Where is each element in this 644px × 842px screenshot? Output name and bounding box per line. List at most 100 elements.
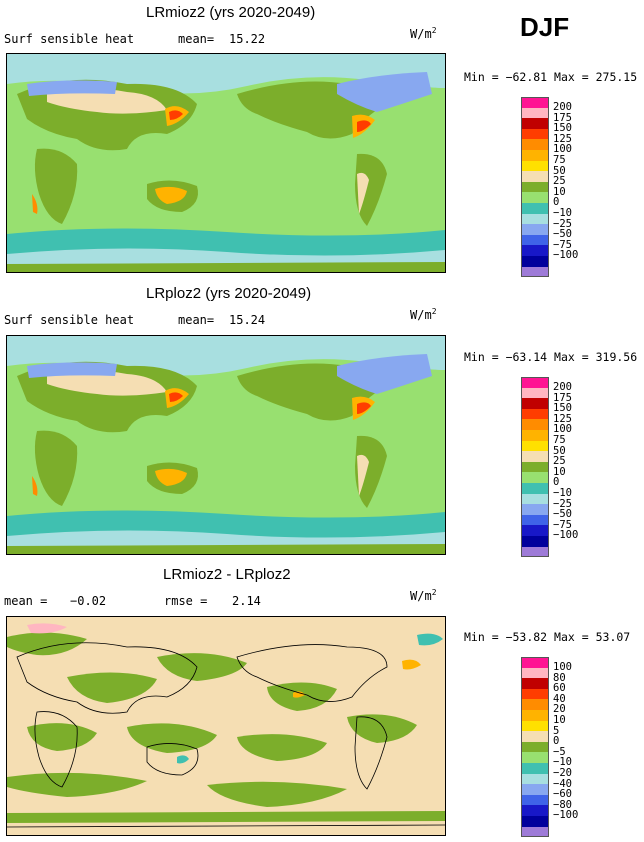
panel-2-min-max: Min = −63.14 Max = 319.56	[464, 350, 637, 364]
panel-3-title: LRmioz2 - LRploz2	[163, 566, 291, 583]
legend-swatch	[521, 709, 549, 721]
legend-tick-label: −50	[553, 508, 572, 521]
panel-3-max-label: Max =	[554, 630, 589, 644]
legend-swatch	[521, 224, 549, 235]
legend-tick-label: −80	[553, 798, 572, 811]
panel-1-min-max: Min = −62.81 Max = 275.15	[464, 70, 637, 84]
panel-1-max-value: 275.15	[595, 70, 638, 84]
panel-3-max-value: 53.07	[595, 630, 631, 644]
panel-2-map-graphic	[7, 336, 445, 554]
legend-tick-label: −75	[553, 238, 572, 251]
panel-1-min-label: Min =	[464, 70, 499, 84]
legend-tick-label: 175	[553, 391, 572, 404]
panel-2-legend-colorbar	[521, 377, 549, 558]
legend-tick-label: 200	[553, 381, 572, 393]
panel-1-min-value: −62.81	[505, 70, 548, 84]
legend-tick-label: −25	[553, 497, 572, 510]
panel-3-unit: W/m2	[410, 588, 437, 603]
legend-tick-label: −100	[553, 529, 579, 542]
legend-swatch	[521, 234, 549, 246]
legend-tick-label: −60	[553, 788, 572, 801]
legend-tick-label: 200	[553, 101, 572, 113]
panel-2-map	[6, 335, 446, 555]
legend-tick-label: −100	[553, 809, 579, 822]
legend-tick-label: 80	[553, 671, 566, 684]
legend-swatch	[521, 440, 549, 452]
legend-tick-label: 0	[553, 735, 560, 748]
panel-3-legend-labels: 100 80 60 40 20 10 5 0 −5 −10 −20 −40 −60 −80 −100	[553, 662, 578, 821]
panel-1-map	[6, 53, 446, 273]
panel-1-map-graphic	[7, 54, 445, 272]
legend-tick-label: −50	[553, 228, 572, 241]
panel-3-min-value: −53.82	[505, 630, 548, 644]
legend-swatch	[521, 171, 549, 182]
legend-swatch	[521, 160, 549, 172]
legend-tick-label: 75	[553, 433, 566, 446]
legend-tick-label: 25	[553, 175, 566, 188]
panel-1-legend-colorbar	[521, 97, 549, 278]
legend-tick-label: −100	[553, 249, 579, 262]
panel-1-mean-label: mean=	[178, 32, 215, 46]
panel-3-min-max: Min = −53.82 Max = 53.07	[464, 630, 630, 644]
legend-swatch	[521, 97, 549, 108]
legend-tick-label: 100	[553, 143, 572, 156]
legend-swatch	[521, 678, 549, 689]
panel-3-rmse-label: rmse =	[164, 594, 208, 608]
legend-tick-label: 10	[553, 713, 566, 726]
legend-tick-label: 0	[553, 476, 560, 489]
legend-swatch	[521, 815, 549, 827]
legend-swatch	[521, 504, 549, 515]
panel-2-mean-value: 15.24	[229, 313, 266, 327]
legend-swatch	[521, 461, 549, 473]
legend-tick-label: 20	[553, 703, 566, 716]
panel-3-map-graphic	[7, 617, 445, 835]
panel-3-mean-value: −0.02	[70, 594, 107, 608]
legend-swatch	[521, 826, 549, 838]
panel-1-title: LRmioz2 (yrs 2020-2049)	[146, 4, 316, 21]
legend-tick-label: 25	[553, 455, 566, 468]
legend-tick-label: −75	[553, 518, 572, 531]
legend-swatch	[521, 794, 549, 806]
legend-tick-label: 100	[553, 423, 572, 436]
legend-tick-label: −25	[553, 217, 572, 230]
panel-3-map	[6, 616, 446, 836]
legend-tick-label: −5	[553, 745, 566, 758]
legend-swatch	[521, 377, 549, 388]
legend-swatch	[521, 419, 549, 430]
panel-3-mean-label: mean =	[4, 594, 48, 608]
legend-swatch	[521, 149, 549, 161]
legend-swatch	[521, 118, 549, 129]
panel-2-max-label: Max =	[554, 350, 589, 364]
legend-tick-label: −10	[553, 486, 572, 499]
legend-tick-label: 60	[553, 682, 566, 695]
legend-swatch	[521, 773, 549, 785]
legend-swatch	[521, 398, 549, 409]
legend-tick-label: 5	[553, 724, 560, 737]
legend-tick-label: 10	[553, 465, 566, 478]
panel-2-title: LRploz2 (yrs 2020-2049)	[146, 285, 312, 302]
legend-swatch	[521, 546, 549, 558]
legend-swatch	[521, 429, 549, 441]
legend-tick-label: 125	[553, 412, 572, 425]
legend-tick-label: 100	[553, 661, 572, 673]
legend-swatch	[521, 266, 549, 278]
panel-1-legend-labels: 200 175 150 125 100 75 50 25 10 0 −10 −25 −50 −75 −100	[553, 102, 578, 261]
legend-swatch	[521, 255, 549, 267]
legend-swatch	[521, 525, 549, 536]
panel-1-mean-value: 15.22	[229, 32, 266, 46]
legend-swatch	[521, 741, 549, 753]
legend-swatch	[521, 688, 549, 700]
legend-swatch	[521, 181, 549, 193]
panel-2-variable-label: Surf sensible heat	[4, 313, 135, 327]
legend-swatch	[521, 451, 549, 462]
legend-swatch	[521, 493, 549, 505]
legend-tick-label: 40	[553, 692, 566, 705]
panel-3-min-label: Min =	[464, 630, 499, 644]
legend-swatch	[521, 731, 549, 742]
legend-tick-label: 0	[553, 196, 560, 209]
legend-swatch	[521, 784, 549, 795]
panel-3-legend-colorbar	[521, 657, 549, 838]
panel-2-min-label: Min =	[464, 350, 499, 364]
legend-tick-label: −40	[553, 777, 572, 790]
legend-tick-label: 150	[553, 122, 572, 135]
